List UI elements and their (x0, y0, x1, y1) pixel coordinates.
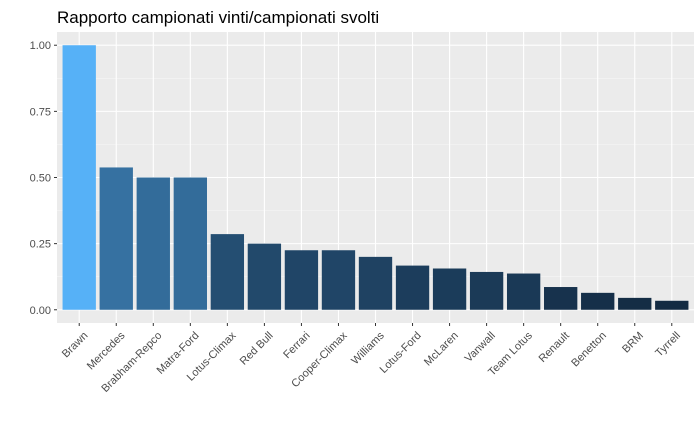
bar-brabham-repco (136, 177, 170, 310)
bar-williams (358, 256, 393, 310)
bar-mclaren (432, 268, 467, 310)
bar-brawn (62, 45, 96, 310)
x-tick-label: Brawn (60, 330, 91, 361)
x-tick-label: Williams (349, 329, 387, 367)
x-tick-label: Red Bull (238, 330, 276, 368)
bar-lotus-climax (210, 234, 245, 310)
y-tick-label: 0.00 (30, 305, 51, 317)
x-tick-label: McLaren (422, 330, 461, 369)
bar-brm (618, 297, 652, 310)
bar-matra-ford (173, 177, 207, 310)
bar-vanwall (469, 271, 504, 310)
y-tick-label: 0.50 (30, 173, 51, 185)
y-tick-label: 0.25 (30, 239, 51, 251)
bar-cooper-climax (321, 250, 356, 310)
y-tick-label: 0.75 (30, 106, 51, 118)
bar-team-lotus (506, 273, 541, 310)
bar-ferrari (284, 250, 319, 310)
x-tick-label: Ferrari (281, 330, 312, 361)
x-tick-label: Vanwall (463, 330, 498, 365)
bar-tyrrell (655, 300, 689, 310)
bar-benetton (581, 292, 615, 310)
bar-red-bull (247, 243, 282, 310)
x-tick-label: BRM (620, 330, 646, 356)
y-tick-label: 1.00 (30, 40, 51, 52)
x-tick-label: Renault (537, 330, 572, 365)
bar-renault (544, 287, 578, 310)
chart-title: Rapporto campionati vinti/campionati svo… (57, 8, 379, 27)
bar-mercedes (99, 167, 133, 310)
x-tick-label: Benetton (569, 330, 609, 370)
bar-lotus-ford (395, 265, 430, 310)
bars (62, 45, 689, 310)
x-tick-label: Tyrrell (653, 330, 683, 360)
